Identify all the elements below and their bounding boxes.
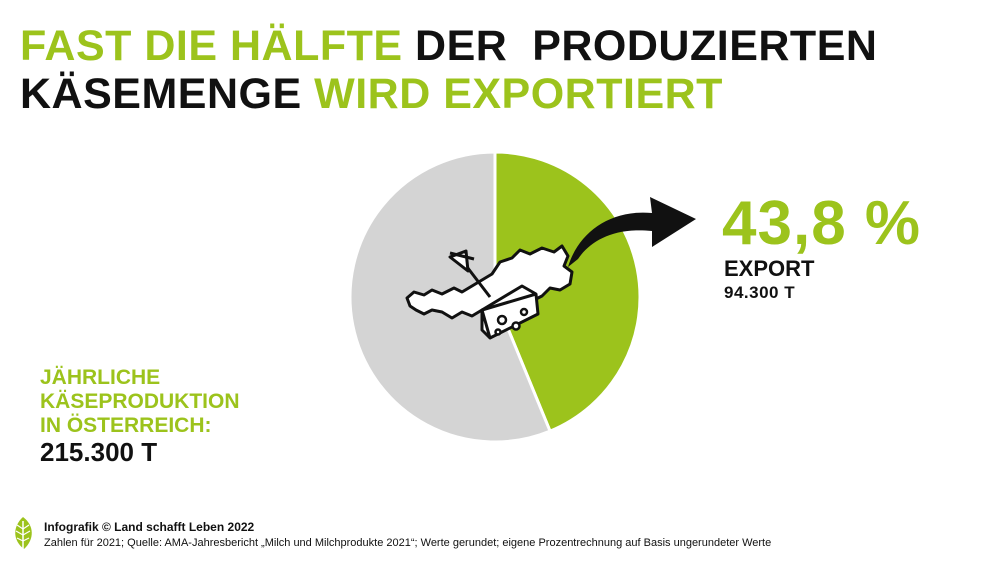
headline-line-1: FAST DIE HÄLFTE DER PRODUZIERTEN xyxy=(20,22,980,70)
footer-source: Zahlen für 2021; Quelle: AMA-Jahresberic… xyxy=(44,537,772,549)
pie-slice-export xyxy=(493,150,642,434)
headline-text-2: KÄSEMENGE xyxy=(20,70,302,118)
production-label-line: KÄSEPRODUKTION xyxy=(40,390,240,413)
cheese-icon xyxy=(480,284,540,340)
leaf-logo-icon xyxy=(15,517,32,553)
headline-highlight-2: WIRD EXPORTIERT xyxy=(301,70,723,118)
footer-credit: Infografik © Land schafft Leben 2022 xyxy=(44,520,255,534)
headline-line-2: KÄSEMENGE WIRD EXPORTIERT xyxy=(20,70,980,118)
production-label-line: JÄHRLICHE xyxy=(40,366,161,389)
production-label: JÄHRLICHE KÄSEPRODUKTION IN ÖSTERREICH: xyxy=(40,366,300,438)
export-label: EXPORT xyxy=(724,256,815,281)
export-arrow-icon xyxy=(448,249,492,298)
production-label-line: IN ÖSTERREICH: xyxy=(40,414,212,437)
production-value: 215.300 T xyxy=(40,437,158,467)
headline-highlight-1: FAST DIE HÄLFTE xyxy=(20,22,403,70)
headline-text-1: DER PRODUZIERTEN xyxy=(402,22,878,70)
curved-arrow-icon xyxy=(568,197,696,267)
pie-chart xyxy=(348,150,642,444)
export-value: 94.300 T xyxy=(724,283,796,302)
headline: FAST DIE HÄLFTE DER PRODUZIERTEN KÄSEMEN… xyxy=(20,22,980,118)
export-percent: 43,8 % xyxy=(722,189,922,258)
